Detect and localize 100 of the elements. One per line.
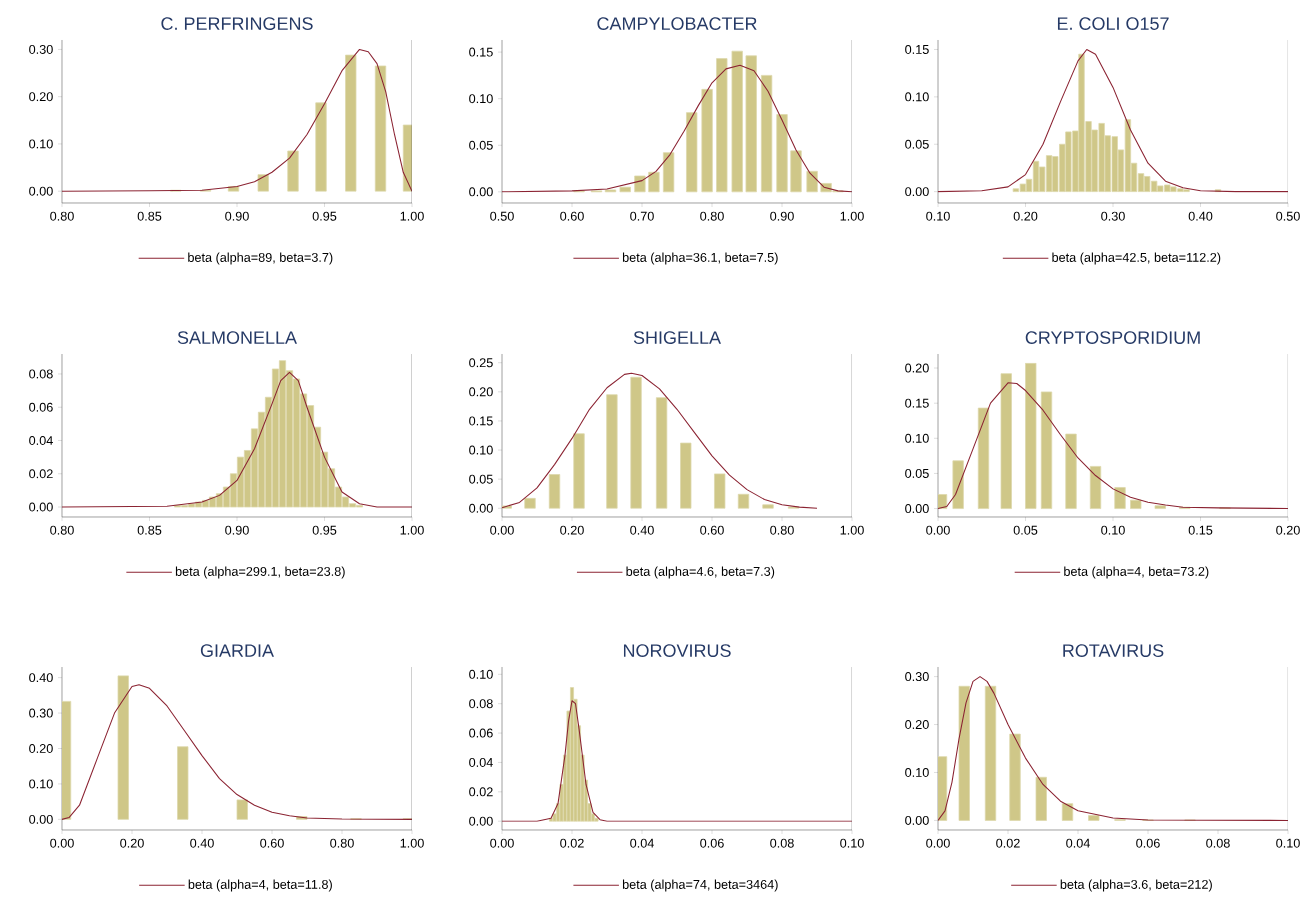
x-tick-label: 0.20 [560, 525, 584, 535]
x-tick-label: 0.80 [50, 525, 74, 535]
x-tick-label: 0.50 [490, 211, 514, 221]
x-tick-label: 0.00 [490, 838, 514, 848]
x-tick-label: 0.80 [330, 838, 354, 848]
legend-label: beta (alpha=36.1, beta=7.5) [622, 252, 778, 265]
y-tick-label: 0.20 [29, 744, 53, 753]
legend-label: beta (alpha=4, beta=11.8) [188, 879, 332, 892]
y-tick-label: 0.30 [905, 672, 929, 682]
x-tick-label: 0.06 [1136, 838, 1160, 848]
y-tick-label: 0.00 [905, 815, 929, 825]
y-tick-label: 0.05 [469, 474, 493, 484]
y-tick-label: 0.00 [469, 816, 493, 826]
chart-title: E. COLI O157 [1057, 17, 1169, 30]
y-tick-label: 0.08 [469, 699, 493, 709]
x-tick-label: 0.15 [1188, 525, 1213, 535]
x-tick-label: 0.02 [560, 838, 584, 848]
x-tick-label: 0.85 [137, 211, 162, 221]
y-tick-label: 0.10 [29, 139, 53, 149]
x-tick-label: 0.10 [926, 211, 950, 221]
y-tick-label: 0.10 [469, 445, 493, 455]
y-tick-label: 0.05 [905, 139, 929, 149]
legend-label: beta (alpha=4.6, beta=7.3) [626, 566, 775, 579]
x-tick-label: 0.04 [1066, 838, 1090, 848]
y-tick-label: 0.00 [469, 187, 493, 197]
y-tick-label: 0.15 [905, 398, 929, 408]
x-tick-label: 0.02 [996, 838, 1020, 848]
x-tick-label: 0.00 [926, 525, 950, 535]
x-tick-label: 0.10 [840, 838, 864, 848]
x-tick-label: 0.60 [700, 525, 724, 535]
x-tick-label: 0.95 [312, 525, 337, 535]
y-tick-label: 0.00 [905, 504, 929, 514]
chart-title: CRYPTOSPORIDIUM [1025, 331, 1200, 344]
y-tick-label: 0.05 [905, 468, 929, 478]
x-tick-label: 1.00 [400, 211, 424, 221]
x-tick-label: 0.08 [770, 838, 794, 848]
legend-label: beta (alpha=89, beta=3.7) [188, 252, 333, 265]
chart-title: SALMONELLA [177, 331, 297, 344]
y-tick-label: 0.40 [29, 673, 53, 683]
y-tick-label: 0.00 [905, 187, 929, 197]
chart-title: C. PERFRINGENS [161, 17, 313, 30]
y-tick-label: 0.00 [29, 814, 53, 824]
x-tick-label: 0.80 [700, 211, 724, 221]
y-tick-label: 0.25 [469, 358, 493, 368]
y-tick-label: 0.20 [29, 92, 53, 102]
x-tick-label: 0.90 [225, 525, 249, 535]
y-tick-label: 0.10 [469, 94, 493, 104]
legend-label: beta (alpha=4, beta=73.2) [1064, 566, 1209, 579]
legend-label: beta (alpha=42.5, beta=112.2) [1052, 252, 1221, 265]
y-tick-label: 0.00 [29, 186, 53, 196]
y-tick-label: 0.10 [905, 767, 929, 777]
x-tick-label: 0.40 [190, 838, 214, 848]
y-tick-label: 0.20 [469, 387, 493, 397]
x-tick-label: 0.50 [1276, 211, 1300, 221]
x-tick-label: 0.20 [1276, 525, 1300, 535]
chart-title: NOROVIRUS [623, 644, 731, 657]
y-tick-label: 0.15 [469, 416, 493, 426]
chart-title: GIARDIA [200, 644, 274, 657]
x-tick-label: 0.06 [700, 838, 724, 848]
x-tick-label: 1.00 [400, 525, 424, 535]
x-tick-label: 0.90 [770, 211, 794, 221]
y-tick-label: 0.06 [469, 728, 493, 738]
y-tick-label: 0.02 [469, 787, 493, 797]
legend-label: beta (alpha=3.6, beta=212) [1060, 879, 1212, 892]
y-tick-label: 0.10 [29, 779, 53, 789]
y-tick-label: 0.00 [29, 502, 53, 512]
x-tick-label: 1.00 [400, 838, 424, 848]
x-tick-label: 0.40 [1188, 211, 1213, 221]
x-tick-label: 0.10 [1101, 525, 1125, 535]
y-tick-label: 0.10 [469, 669, 493, 679]
y-tick-label: 0.00 [469, 503, 493, 513]
y-tick-label: 0.20 [905, 720, 929, 730]
x-tick-label: 0.08 [1206, 838, 1230, 848]
x-tick-label: 0.85 [137, 525, 162, 535]
x-tick-label: 1.00 [840, 211, 864, 221]
x-tick-label: 0.80 [770, 525, 794, 535]
y-tick-label: 0.15 [469, 47, 493, 57]
y-tick-label: 0.10 [905, 92, 929, 102]
x-tick-label: 0.04 [630, 838, 654, 848]
x-tick-label: 0.00 [50, 838, 74, 848]
y-tick-label: 0.10 [905, 433, 929, 443]
legend-label: beta (alpha=299.1, beta=23.8) [175, 566, 345, 579]
chart-title: ROTAVIRUS [1063, 644, 1164, 657]
x-tick-label: 0.30 [1101, 211, 1125, 221]
x-tick-label: 0.60 [560, 211, 584, 221]
y-tick-label: 0.05 [469, 140, 493, 150]
y-tick-label: 0.30 [29, 708, 53, 718]
y-tick-label: 0.06 [29, 402, 53, 412]
x-tick-label: 0.05 [1013, 525, 1038, 535]
x-tick-label: 0.00 [490, 525, 514, 535]
chart-title: CAMPYLOBACTER [597, 17, 757, 30]
y-tick-label: 0.04 [29, 436, 53, 445]
x-tick-label: 0.20 [1013, 211, 1038, 221]
x-tick-label: 0.10 [1276, 838, 1300, 848]
y-tick-label: 0.20 [905, 363, 929, 373]
x-tick-label: 0.00 [926, 838, 950, 848]
legend-label: beta (alpha=74, beta=3464) [622, 879, 778, 892]
y-tick-label: 0.15 [905, 44, 929, 54]
x-tick-label: 0.20 [120, 838, 144, 848]
x-tick-label: 0.40 [630, 525, 654, 535]
